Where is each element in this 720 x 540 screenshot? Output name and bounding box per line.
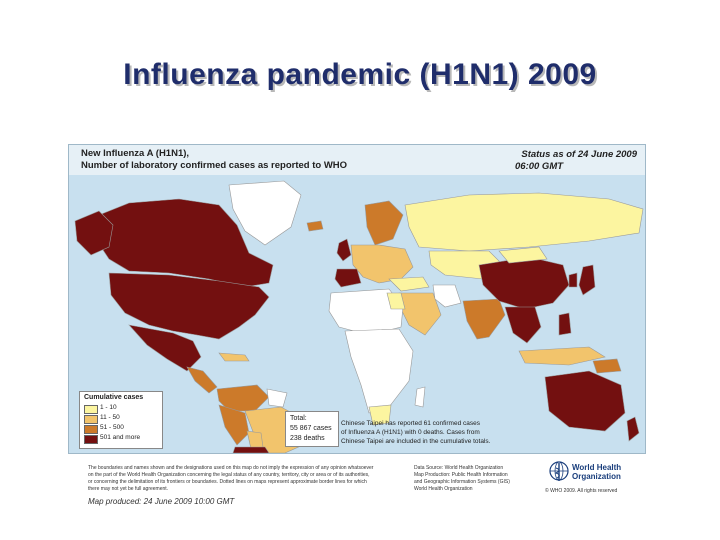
region-japan bbox=[578, 264, 596, 296]
legend-swatch bbox=[84, 425, 98, 434]
disclaimer-line: on the part of the World Health Organiza… bbox=[88, 472, 370, 478]
map-title: New Influenza A (H1N1), bbox=[81, 148, 190, 159]
note-line: Chinese Taipei are included in the cumul… bbox=[341, 438, 491, 445]
region-png bbox=[592, 358, 622, 374]
totals-cases: 55 867 cases bbox=[290, 425, 332, 432]
note-line: of Influenza A (H1N1) with 0 deaths. Cas… bbox=[341, 429, 480, 436]
map-subtitle: Number of laboratory confirmed cases as … bbox=[81, 160, 348, 171]
region-south-africa bbox=[368, 404, 392, 426]
data-source: Data Source: World Health Organization M… bbox=[414, 465, 544, 493]
disclaimer-line: there may not yet be full agreement. bbox=[88, 486, 169, 492]
legend-label: 501 and more bbox=[100, 434, 141, 441]
region-mongolia bbox=[498, 246, 548, 264]
region-argentina-chile bbox=[232, 446, 270, 453]
map-produced-date: Map produced: 24 June 2009 10:00 GMT bbox=[88, 497, 235, 506]
region-middle-east bbox=[398, 292, 442, 336]
region-mexico bbox=[128, 324, 202, 372]
disclaimer-line: The boundaries and names shown and the d… bbox=[88, 465, 374, 471]
region-korea bbox=[568, 272, 578, 288]
region-peru bbox=[218, 404, 250, 446]
map-header bbox=[69, 145, 645, 175]
region-usa bbox=[108, 272, 270, 340]
region-philippines bbox=[558, 312, 572, 336]
who-logo-icon bbox=[549, 461, 569, 481]
region-madagascar bbox=[414, 386, 426, 408]
source-line: and Geographic Information Systems (GIS) bbox=[414, 479, 510, 485]
legend-title: Cumulative cases bbox=[84, 394, 144, 401]
who-name-line: Organization bbox=[572, 472, 621, 481]
region-central-america bbox=[186, 366, 218, 394]
legend-item: 1 - 10 bbox=[84, 404, 160, 414]
region-scandinavia bbox=[364, 200, 404, 246]
region-caribbean bbox=[218, 352, 250, 362]
disclaimer-line: or concerning the delimitation of its fr… bbox=[88, 479, 367, 485]
region-southeast-asia bbox=[504, 306, 542, 344]
legend-item: 501 and more bbox=[84, 434, 160, 444]
disclaimer: The boundaries and names shown and the d… bbox=[88, 465, 418, 493]
legend-swatch bbox=[84, 435, 98, 444]
region-new-zealand bbox=[626, 416, 640, 442]
region-australia bbox=[544, 370, 626, 432]
chinese-taipei-note: Chinese Taipei has reported 61 confirmed… bbox=[341, 419, 501, 446]
region-iceland bbox=[306, 220, 324, 232]
legend-label: 11 - 50 bbox=[100, 414, 120, 421]
totals-label: Total: bbox=[290, 415, 307, 422]
status-date: Status as of 24 June 2009 bbox=[521, 149, 637, 160]
region-greenland bbox=[228, 180, 302, 246]
region-alaska bbox=[74, 210, 114, 256]
who-name-line: World Health bbox=[572, 463, 622, 472]
world-map bbox=[74, 180, 644, 453]
source-line: Map Production: Public Health Informatio… bbox=[414, 472, 508, 478]
region-iberia bbox=[334, 268, 362, 288]
totals-box: Total: 55 867 cases 238 deaths bbox=[285, 411, 339, 447]
region-egypt bbox=[386, 292, 406, 310]
region-canada bbox=[88, 198, 274, 288]
region-central-africa bbox=[344, 328, 414, 414]
status-time: 06:00 GMT bbox=[515, 161, 564, 172]
legend-swatch bbox=[84, 405, 98, 414]
region-guianas bbox=[266, 388, 288, 408]
region-india bbox=[462, 298, 506, 340]
copyright: © WHO 2009. All rights reserved bbox=[545, 488, 618, 494]
legend-item: 51 - 500 bbox=[84, 424, 160, 434]
slide-title: Influenza pandemic (H1N1) 2009 bbox=[123, 58, 597, 91]
legend-label: 1 - 10 bbox=[100, 404, 117, 411]
legend-label: 51 - 500 bbox=[100, 424, 124, 431]
region-indonesia bbox=[518, 346, 606, 366]
region-turkey bbox=[388, 276, 430, 292]
who-name: World Health Organization bbox=[572, 463, 621, 481]
note-line: Chinese Taipei has reported 61 confirmed… bbox=[341, 420, 480, 427]
region-uk bbox=[336, 238, 352, 262]
map-panel: New Influenza A (H1N1), Number of labora… bbox=[68, 144, 646, 454]
region-russia bbox=[404, 192, 644, 252]
region-bolivia bbox=[246, 430, 264, 450]
legend-swatch bbox=[84, 415, 98, 424]
region-europe bbox=[350, 244, 414, 284]
legend-item: 11 - 50 bbox=[84, 414, 160, 424]
source-line: Data Source: World Health Organization bbox=[414, 465, 504, 471]
legend: Cumulative cases 1 - 10 11 - 50 51 - 500… bbox=[79, 391, 163, 449]
source-line: World Health Organization bbox=[414, 486, 473, 492]
region-iran bbox=[432, 284, 462, 308]
totals-deaths: 238 deaths bbox=[290, 435, 325, 442]
